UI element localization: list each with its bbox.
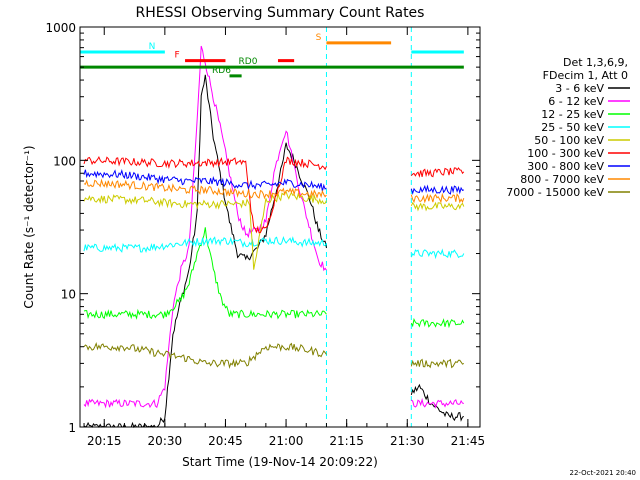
series-line-5-seg-1 — [410, 167, 465, 178]
legend-label-0: 3 - 6 keV — [555, 82, 604, 95]
series-line-3-seg-0 — [83, 235, 327, 253]
legend-label-1: 6 - 12 keV — [548, 95, 604, 108]
legend-label-4: 50 - 100 keV — [534, 134, 604, 147]
y-tick-label-2: 100 — [53, 154, 76, 168]
series-line-4-seg-1 — [410, 201, 465, 212]
series-line-1-seg-0 — [83, 45, 327, 409]
footer-timestamp: 22-Oct-2021 20:40 — [570, 469, 636, 477]
state-label-rd6: RD6 — [212, 66, 231, 76]
x-tick-label-4: 21:15 — [329, 434, 364, 448]
legend-label-7: 800 - 7000 keV — [520, 173, 604, 186]
x-tick-label-2: 20:45 — [208, 434, 243, 448]
series-line-3-seg-1 — [410, 248, 465, 260]
legend-header-1: FDecim 1, Att 0 — [543, 69, 628, 82]
axes: 20:15 20:30 20:45 21:00 21:15 21:30 21:45 1 10 10… — [45, 21, 485, 448]
y-tick-label-1: 10 — [61, 288, 76, 302]
x-axis-label: Start Time (19-Nov-14 20:09:22) — [182, 455, 378, 469]
legend-label-8: 7000 - 15000 keV — [506, 186, 604, 199]
legend-label-5: 100 - 300 keV — [527, 147, 604, 160]
legend-header-0: Det 1,3,6,9, — [563, 56, 628, 69]
state-label-rd0: RD0 — [239, 57, 258, 67]
legend-label-3: 25 - 50 keV — [541, 121, 604, 134]
series-line-6-seg-0 — [83, 168, 327, 192]
legend-label-6: 300 - 800 keV — [527, 160, 604, 173]
x-tick-label-5: 21:30 — [390, 434, 425, 448]
data-gap-markers — [325, 27, 412, 427]
x-tick-label-6: 21:45 — [451, 434, 486, 448]
series-line-5-seg-0 — [83, 155, 327, 234]
chart-title: RHESSI Observing Summary Count Rates — [136, 5, 425, 21]
series-line-8-seg-1 — [410, 358, 465, 369]
series-line-8-seg-0 — [83, 342, 327, 370]
series-line-0-seg-1 — [410, 383, 465, 422]
series-line-7-seg-1 — [410, 192, 465, 204]
y-tick-label-3: 1000 — [45, 21, 76, 35]
series-line-7-seg-0 — [83, 178, 327, 200]
series-line-1-seg-1 — [410, 397, 464, 409]
state-label-f: F — [174, 51, 179, 61]
state-label-n: N — [149, 42, 156, 52]
x-tick-label-3: 21:00 — [269, 434, 304, 448]
x-tick-label-1: 20:30 — [148, 434, 183, 448]
series-line-6-seg-1 — [410, 184, 464, 196]
state-bars: N F S RD6 RD0 — [80, 33, 464, 78]
y-axis-label: Count Rate (s⁻¹ detector⁻¹) — [22, 145, 36, 308]
plot-frame — [79, 26, 481, 428]
series-line-2-seg-1 — [410, 317, 465, 329]
series-line-2-seg-0 — [83, 227, 327, 320]
state-label-s: S — [316, 33, 322, 43]
x-tick-label-0: 20:15 — [87, 434, 122, 448]
legend-label-2: 12 - 25 keV — [541, 108, 604, 121]
y-tick-label-0: 1 — [68, 421, 76, 435]
